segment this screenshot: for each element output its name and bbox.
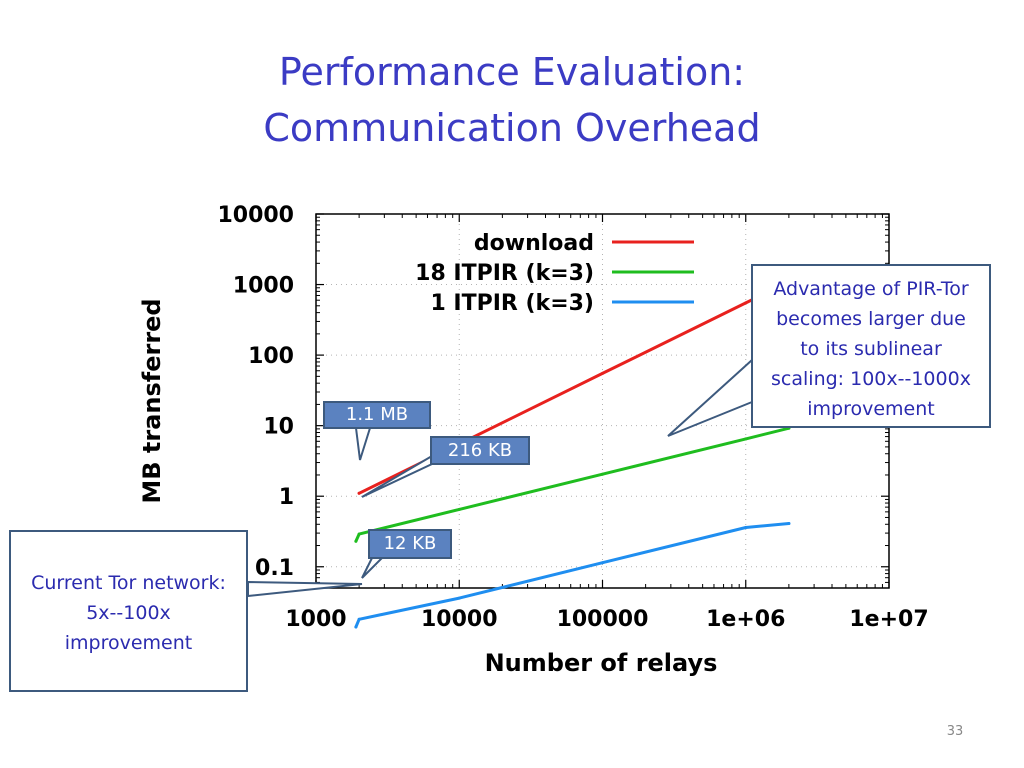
y-axis-label: MB transferred bbox=[138, 298, 166, 503]
x-tick-label: 10000 bbox=[421, 607, 498, 632]
x-tick-label: 1e+07 bbox=[849, 607, 928, 632]
y-tick-label: 1000 bbox=[233, 274, 294, 299]
download-size-tag: 1.1 MB bbox=[323, 401, 431, 429]
series-2-point bbox=[787, 522, 791, 525]
tor-callout-line-2: 5x--100x bbox=[86, 602, 171, 624]
legend: download 18 ITPIR (k=3) 1 ITPIR (k=3) bbox=[415, 231, 694, 316]
series-2-point bbox=[744, 526, 748, 529]
x-tick-label: 100000 bbox=[557, 607, 649, 632]
tor-callout-line-3: improvement bbox=[64, 632, 193, 654]
series-1-point bbox=[457, 507, 461, 511]
slide-title-line-1: Performance Evaluation: bbox=[278, 50, 746, 94]
pir-callout-line-1: Advantage of PIR-Tor bbox=[773, 278, 969, 300]
itpir-18-size-tag: 216 KB bbox=[430, 436, 530, 465]
y-tick-label: 1 bbox=[279, 485, 294, 510]
itpir-1-size-tag: 12 KB bbox=[368, 529, 452, 559]
y-tick-label: 100 bbox=[248, 344, 294, 369]
y-tick-label: 10000 bbox=[217, 203, 294, 228]
series-1-point bbox=[354, 539, 358, 543]
pir-callout-line-3: to its sublinear bbox=[800, 338, 942, 360]
pir-callout-line-5: improvement bbox=[807, 398, 935, 420]
y-tick-label: 0.1 bbox=[255, 556, 294, 581]
legend-label: download bbox=[474, 231, 594, 256]
series-2-point bbox=[601, 561, 604, 565]
tor-network-callout: Current Tor network: 5x--100x improvemen… bbox=[9, 530, 248, 692]
series-1-point bbox=[601, 472, 604, 476]
series-0-point bbox=[601, 371, 604, 375]
series-2-point bbox=[354, 625, 358, 629]
x-axis-label: Number of relays bbox=[485, 649, 718, 677]
series-2-point bbox=[357, 617, 361, 621]
slide-title: Performance Evaluation: Communication Ov… bbox=[0, 44, 1024, 156]
series-1-point bbox=[744, 437, 748, 441]
callout-pointers bbox=[247, 357, 753, 598]
tor-callout-line-1: Current Tor network: bbox=[31, 572, 226, 594]
series-0-point bbox=[357, 491, 361, 495]
slide-title-line-2: Communication Overhead bbox=[263, 106, 761, 150]
y-tick-label: 10 bbox=[263, 415, 294, 440]
x-tick-label: 1e+06 bbox=[706, 607, 785, 632]
series-0-point bbox=[744, 301, 748, 305]
page-number: 33 bbox=[946, 724, 964, 739]
pir-callout-line-2: becomes larger due bbox=[776, 308, 966, 330]
series-1-point bbox=[357, 532, 361, 536]
pir-callout-line-4: scaling: 100x--1000x bbox=[771, 368, 971, 390]
x-tick-label: 1000 bbox=[285, 607, 346, 632]
legend-label: 18 ITPIR (k=3) bbox=[415, 261, 594, 286]
series-2-point bbox=[457, 596, 461, 600]
legend-label: 1 ITPIR (k=3) bbox=[430, 291, 594, 316]
tor-callout-pointer bbox=[247, 580, 363, 598]
pir-tor-callout: Advantage of PIR-Tor becomes larger due … bbox=[751, 264, 991, 428]
